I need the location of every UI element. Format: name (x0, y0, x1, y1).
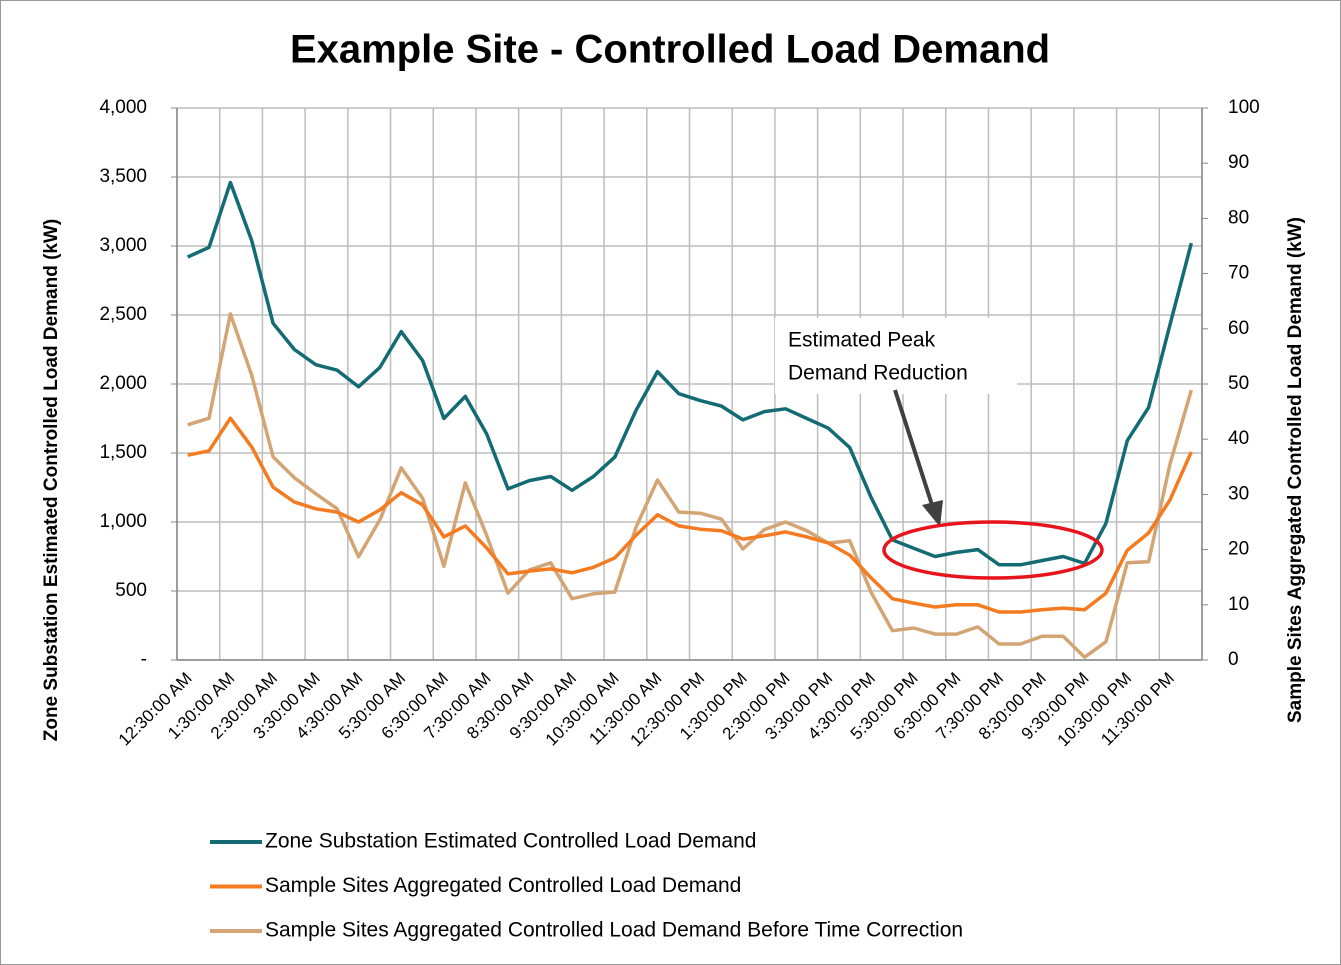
y2-tick-label: 40 (1228, 428, 1249, 449)
annotation: Estimated Peak Demand Reduction (775, 318, 1104, 580)
series-line (187, 416, 1193, 614)
y-tick-label: 3,000 (99, 235, 147, 256)
y-tick-label: 2,000 (99, 373, 147, 394)
y-tick-label: 2,500 (99, 304, 147, 325)
chart-title: Example Site - Controlled Load Demand (290, 28, 1050, 72)
y2-tick-label: 50 (1228, 373, 1249, 394)
annotation-text: Estimated Peak (788, 329, 936, 352)
y-axis-label: Zone Substation Estimated Controlled Loa… (41, 219, 62, 742)
series-line (186, 180, 1193, 567)
y2-tick-label: 90 (1228, 152, 1249, 173)
y2-tick-label: 10 (1228, 594, 1249, 615)
y2-axis-label: Sample Sites Aggregated Controlled Load … (1285, 217, 1306, 723)
y-tick-label: 4,000 (99, 97, 147, 118)
y2-tick-label: 20 (1228, 539, 1249, 560)
y-tick-label: 1,000 (99, 511, 147, 532)
y-tick-label: - (141, 649, 147, 670)
y2-tick-label: 80 (1228, 207, 1249, 228)
highlight-ellipse (882, 520, 1104, 580)
y2-tick-label: 100 (1228, 97, 1260, 118)
y-tick-label: 500 (115, 580, 147, 601)
annotation-box (775, 318, 1017, 394)
legend-label: Zone Substation Estimated Controlled Loa… (265, 830, 756, 853)
plot-area (171, 107, 1208, 661)
series-line (187, 312, 1193, 659)
y2-tick-label: 0 (1228, 649, 1239, 670)
legend-label: Sample Sites Aggregated Controlled Load … (265, 919, 963, 942)
annotation-arrow (893, 389, 935, 509)
y-tick-label: 1,500 (99, 442, 147, 463)
legend-label: Sample Sites Aggregated Controlled Load … (265, 874, 741, 897)
y-tick-label: 3,500 (99, 166, 147, 187)
annotation-text: Demand Reduction (788, 362, 968, 385)
y2-tick-label: 70 (1228, 263, 1249, 284)
annotation-arrowhead (922, 500, 943, 527)
y2-tick-label: 60 (1228, 318, 1249, 339)
y2-tick-label: 30 (1228, 483, 1249, 504)
